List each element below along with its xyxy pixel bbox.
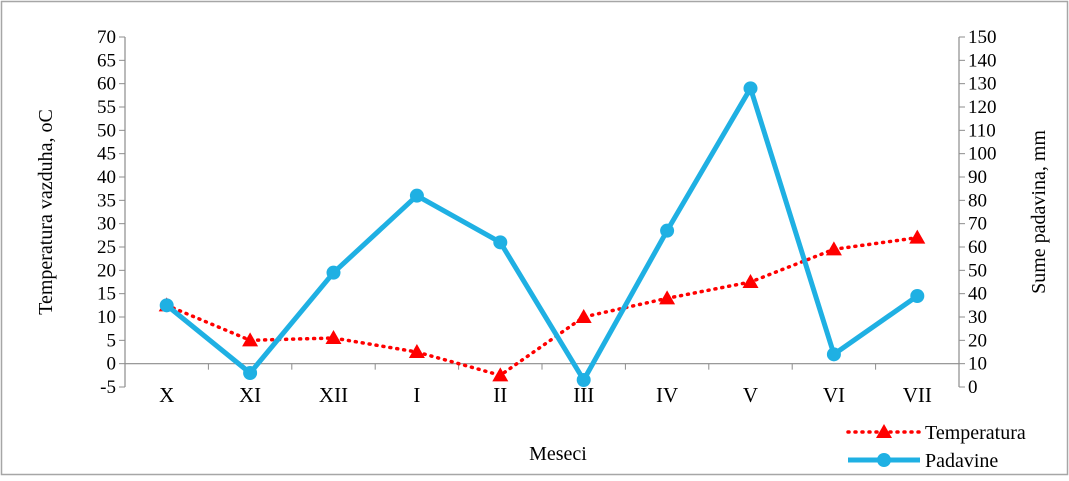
y2-tick-label: 100 <box>968 144 997 165</box>
data-point-temperatura <box>909 229 926 244</box>
data-point-padavine <box>743 81 758 96</box>
data-point-temperatura <box>242 332 259 347</box>
x-tick-label: XII <box>319 383 348 407</box>
data-point-padavine <box>243 366 258 380</box>
y2-tick-label: 90 <box>968 167 987 188</box>
y-tick-label: 20 <box>97 260 116 281</box>
legend-label: Padavine <box>925 450 998 472</box>
y2-tick-label: 120 <box>968 97 997 118</box>
y2-tick-label: 110 <box>968 120 996 141</box>
data-point-temperatura <box>825 241 842 256</box>
legend-marker-padavine <box>877 453 891 467</box>
y-tick-label: -5 <box>100 377 116 398</box>
x-tick-label: III <box>573 383 594 407</box>
data-point-padavine <box>576 373 591 387</box>
y2-tick-label: 140 <box>968 50 997 71</box>
x-tick-label: I <box>413 383 420 407</box>
y2-tick-label: 20 <box>968 330 987 351</box>
plot-area: -505101520253035404550556065700102030405… <box>97 27 997 407</box>
data-point-temperatura <box>492 367 509 382</box>
x-axis-title: Meseci <box>529 443 587 465</box>
y2-tick-label: 60 <box>968 237 987 258</box>
y2-tick-label: 0 <box>968 377 978 398</box>
y2-tick-label: 40 <box>968 284 987 305</box>
x-tick-label: II <box>493 383 507 407</box>
y-tick-label: 5 <box>107 330 117 351</box>
y-tick-label: 70 <box>97 27 116 48</box>
legend-label: Temperatura <box>925 422 1026 444</box>
y-tick-label: 55 <box>97 97 116 118</box>
data-point-temperatura <box>408 344 425 358</box>
y-tick-label: 0 <box>107 354 117 375</box>
x-tick-label: IV <box>656 383 678 407</box>
data-point-temperatura <box>325 330 342 344</box>
y-axis-title: Temperatura vazduha, oC <box>35 109 57 315</box>
y2-tick-label: 150 <box>968 27 997 48</box>
x-tick-label: V <box>743 383 758 407</box>
y-tick-label: 60 <box>97 74 116 95</box>
y-tick-label: 25 <box>97 237 116 258</box>
y-tick-label: 10 <box>97 307 116 328</box>
x-tick-label: XI <box>239 383 261 407</box>
data-point-padavine <box>493 235 508 250</box>
data-point-padavine <box>660 223 675 238</box>
x-tick-label: VI <box>823 383 845 407</box>
y-tick-label: 40 <box>97 167 116 188</box>
y2-tick-label: 30 <box>968 307 987 328</box>
data-point-padavine <box>326 265 341 280</box>
data-point-padavine <box>409 188 424 203</box>
series-line-padavine <box>165 85 919 383</box>
y2-tick-label: 130 <box>968 74 997 95</box>
data-point-padavine <box>159 298 174 313</box>
x-tick-label: VII <box>903 383 932 407</box>
y2-axis-title: Sume padavina, mm <box>1028 130 1050 294</box>
y-tick-label: 65 <box>97 50 116 71</box>
data-point-temperatura <box>659 290 676 305</box>
legend: Temperatura Padavine <box>846 422 1026 472</box>
y2-tick-label: 10 <box>968 354 987 375</box>
x-tick-label: X <box>159 383 174 407</box>
y2-tick-label: 50 <box>968 260 987 281</box>
data-point-temperatura <box>575 309 592 323</box>
data-point-temperatura <box>742 274 759 288</box>
y2-tick-label: 80 <box>968 190 987 211</box>
y-tick-label: 45 <box>97 144 116 165</box>
legend-marker-temperatura <box>876 424 892 438</box>
y-tick-label: 15 <box>97 284 116 305</box>
data-point-padavine <box>910 289 925 303</box>
series-line-temperatura <box>164 235 920 378</box>
y-tick-label: 35 <box>97 190 116 211</box>
y2-tick-label: 70 <box>968 214 987 235</box>
y-tick-label: 50 <box>97 120 116 141</box>
y-tick-label: 30 <box>97 214 116 235</box>
data-point-padavine <box>826 347 841 362</box>
